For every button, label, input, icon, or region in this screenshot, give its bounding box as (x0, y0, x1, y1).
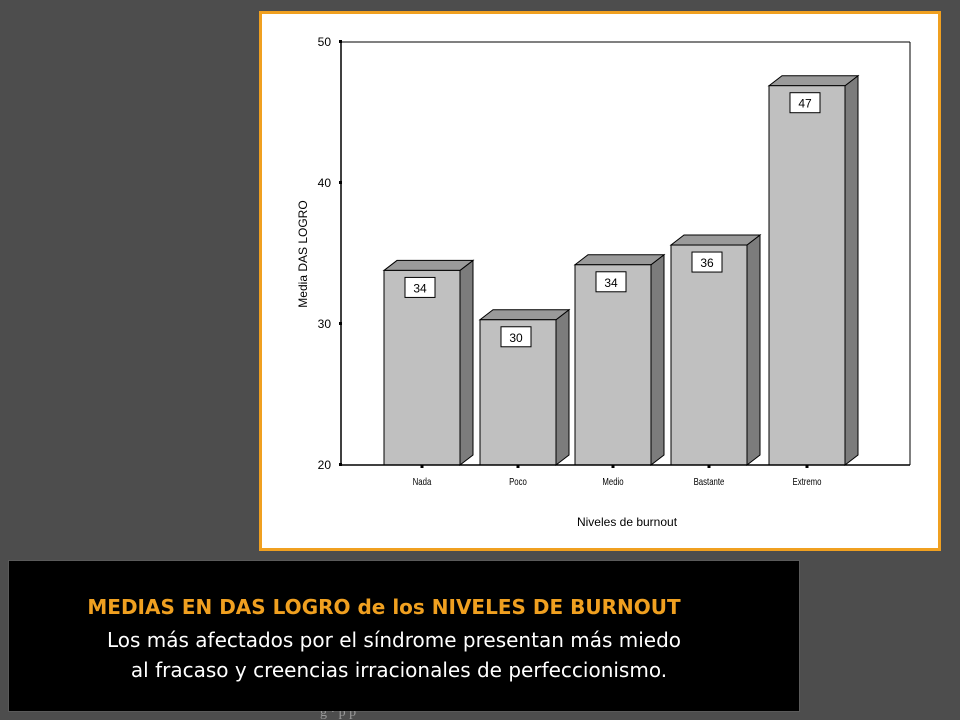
data-label: 34 (413, 281, 427, 295)
x-tick-label: Extremo (792, 476, 821, 487)
bar-side (746, 234, 761, 467)
data-label-box (789, 92, 821, 114)
caption-line-2: al fracaso y creencias irracionales de p… (130, 658, 668, 682)
x-tick-mark (516, 465, 520, 468)
bar-top (767, 75, 860, 87)
x-tick-mark (707, 465, 711, 468)
bar (768, 85, 846, 466)
x-tick-label: Medio (602, 476, 623, 487)
bar-side (650, 253, 665, 467)
x-tick-label: Poco (509, 476, 527, 487)
bar-top (478, 309, 571, 321)
data-label-box (595, 271, 627, 293)
bar-top (382, 259, 475, 271)
data-label: 47 (798, 97, 812, 111)
x-tick-label: Nada (413, 476, 432, 487)
y-tick-label: 30 (318, 317, 332, 331)
caption-title: MEDIAS EN DAS LOGRO de los NIVELES DE BU… (87, 595, 681, 619)
data-label: 30 (509, 331, 523, 345)
data-label-box (404, 276, 436, 298)
y-tick-label: 50 (318, 35, 332, 49)
x-axis-title: Niveles de burnout (577, 515, 678, 529)
y-tick-label: 20 (318, 458, 332, 472)
data-label: 36 (700, 256, 714, 270)
y-tick-mark (339, 40, 342, 43)
x-tick-mark (611, 465, 615, 468)
chart-frame: 20 30 40 50 34 Nada 30 Poco 34 Medio 36 Bastante 47 E… (259, 11, 941, 551)
bar-side (555, 308, 570, 467)
caption-box: MEDIAS EN DAS LOGRO de los NIVELES DE BU… (8, 560, 800, 712)
y-tick-label: 40 (318, 176, 332, 190)
bar-top (669, 234, 762, 246)
data-label: 34 (604, 276, 618, 290)
bar-side (459, 259, 474, 467)
footer-text: g · p p (320, 711, 357, 720)
data-label-box (500, 326, 532, 348)
bar (670, 244, 748, 466)
footer-strip: g · p p (320, 711, 720, 720)
bar-top (573, 254, 666, 266)
bar-side (844, 74, 859, 467)
x-tick-mark (420, 465, 424, 468)
caption-line-1: Los más afectados por el síndrome presen… (106, 628, 682, 652)
x-tick-label: Bastante (694, 476, 725, 487)
data-label-box (691, 251, 723, 273)
y-axis-title: Media DAS LOGRO (296, 200, 310, 307)
bar (574, 264, 652, 466)
x-tick-mark (805, 465, 809, 468)
bar (383, 269, 461, 466)
bar-chart: 20 30 40 50 34 Nada 30 Poco 34 Medio 36 Bastante 47 E… (296, 35, 911, 529)
